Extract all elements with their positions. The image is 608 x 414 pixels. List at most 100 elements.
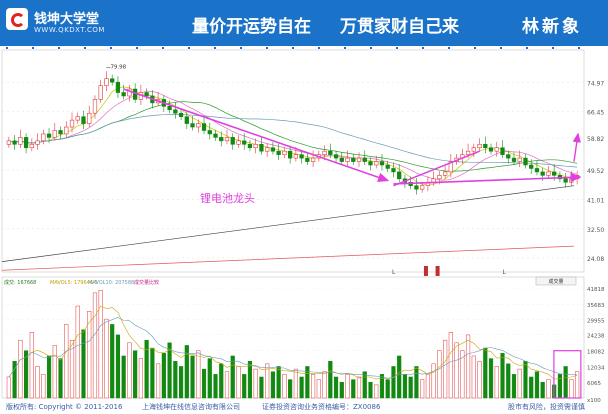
ma10-legend: MAVOL10: 207588	[88, 280, 134, 286]
price-tick-label: 74.97	[587, 80, 604, 87]
volume-bar	[443, 339, 448, 399]
volume-bar	[150, 347, 155, 399]
annotation-label: 锂电池龙头	[200, 191, 255, 205]
candle-body	[511, 157, 517, 162]
ma5-legend: MAVOL5: 179646.5	[50, 280, 98, 286]
volume-bar	[265, 363, 270, 399]
volume-bar	[230, 355, 235, 399]
volume-bar	[351, 379, 356, 399]
candle-body	[569, 178, 574, 183]
volume-bar	[81, 329, 86, 399]
volume-bar	[299, 376, 304, 399]
volume-bar	[391, 366, 396, 399]
volume-bar	[282, 374, 287, 399]
candle-body	[213, 133, 218, 138]
price-tick-label: 58.82	[587, 136, 604, 143]
header-dot	[344, 47, 346, 49]
volume-bar	[12, 360, 17, 399]
volume-bar	[305, 366, 310, 399]
volume-bar	[339, 381, 344, 399]
header-dot	[58, 47, 60, 49]
volume-bar	[465, 334, 471, 399]
header-dot	[188, 47, 190, 49]
header-dot	[84, 47, 86, 49]
vol-ma10-line	[8, 316, 578, 379]
volume-bar	[414, 366, 419, 399]
candle-body	[414, 185, 419, 190]
date-marker: L	[392, 269, 396, 276]
header-dot	[6, 47, 8, 49]
volume-bar	[87, 311, 92, 399]
candle-body	[64, 126, 69, 135]
volume-bar	[557, 374, 562, 399]
header-dot	[214, 47, 216, 49]
volume-tick-label: 12034	[587, 365, 605, 371]
candle-body	[98, 85, 103, 100]
volume-bar	[196, 350, 201, 399]
candle-body	[247, 143, 253, 149]
candle-body	[465, 150, 471, 155]
volume-bar	[115, 334, 121, 399]
volume-bar	[201, 368, 207, 399]
volume-highlight-box	[553, 350, 582, 399]
volume-bar	[397, 355, 402, 399]
volume-bar	[69, 339, 75, 399]
volume-bar	[178, 366, 184, 399]
volume-bar	[454, 342, 459, 399]
candle-body	[173, 109, 178, 114]
volume-bar	[506, 363, 511, 399]
volume-bar	[173, 360, 178, 399]
volume-bar	[276, 366, 281, 399]
volume-bar	[41, 374, 46, 399]
candle-body	[391, 168, 396, 173]
volume-bar	[385, 379, 390, 399]
indicator-button	[535, 276, 577, 286]
candle-body	[305, 157, 310, 162]
volume-bar	[270, 371, 275, 399]
candle-body	[339, 157, 344, 162]
volume-bar	[156, 363, 161, 399]
volume-bar	[534, 371, 540, 399]
candle-body	[201, 123, 207, 131]
candle-body	[328, 150, 333, 155]
candle-body	[379, 161, 385, 166]
candle-body	[35, 140, 40, 145]
header-dot	[552, 47, 554, 49]
candle-body	[477, 143, 482, 149]
volume-bar	[190, 355, 195, 399]
candle-body	[385, 164, 390, 169]
volume-bar	[345, 374, 350, 399]
candle-body	[115, 81, 121, 93]
footer-company: 上海钱坤在线信息咨询有限公司	[142, 403, 240, 411]
candle-body	[81, 116, 86, 124]
candle-body	[345, 157, 350, 162]
indicator-button-label: 成交量	[548, 278, 563, 285]
candle-body	[299, 154, 304, 159]
volume-bar	[207, 358, 212, 399]
ma-long-line	[1, 185, 575, 262]
volume-bar	[379, 374, 385, 399]
volume-bar	[18, 339, 23, 399]
price-tick-label: 66.45	[587, 110, 604, 117]
candle-body	[58, 130, 63, 135]
volume-bar	[288, 379, 293, 399]
candle-body	[12, 140, 17, 145]
volume-tick-label: 35683	[587, 303, 605, 309]
candle-body	[178, 112, 184, 117]
flat-trend-arrow	[393, 172, 582, 185]
volume-bar	[569, 379, 574, 399]
volume-bar	[425, 374, 430, 399]
candle-body	[46, 133, 52, 138]
candle-body	[529, 164, 534, 169]
ma10-line	[8, 90, 578, 181]
candle-body	[69, 119, 75, 128]
candle-body	[87, 112, 92, 124]
header-dot	[370, 47, 372, 49]
candle-body	[207, 130, 212, 135]
volume-bar	[322, 371, 327, 399]
volume-bar	[431, 363, 436, 399]
volume-bar	[236, 366, 241, 399]
candle-body	[276, 150, 281, 155]
volume-bar	[500, 353, 505, 399]
high-price-label: 79.98	[110, 65, 126, 71]
